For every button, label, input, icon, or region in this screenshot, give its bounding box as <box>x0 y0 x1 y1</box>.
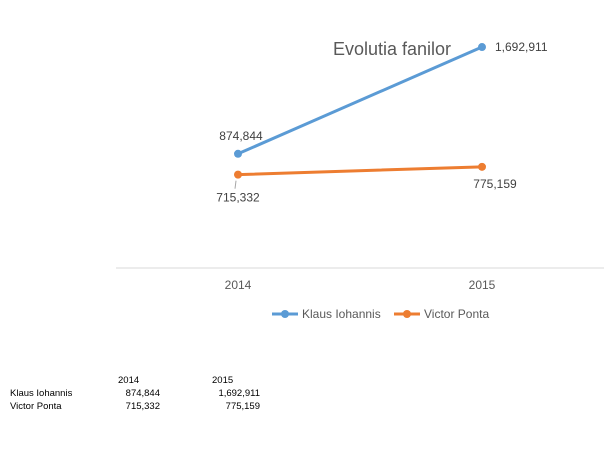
table-cell: 715,332 <box>125 401 160 412</box>
chart-title: Evolutia fanilor <box>333 39 451 59</box>
data-label: 874,844 <box>219 129 263 143</box>
legend-label-victor-ponta: Victor Ponta <box>424 307 489 321</box>
table-row-label: Victor Ponta <box>10 401 62 412</box>
line-chart: Evolutia fanilor 874,844 1,692,911 715,332… <box>116 39 604 321</box>
legend-swatch-marker-klaus-iohannis <box>281 310 289 318</box>
data-label: 715,332 <box>216 191 260 205</box>
data-label-leader-line <box>234 180 237 189</box>
data-point <box>234 149 242 158</box>
x-tick-label: 2015 <box>469 278 496 292</box>
series-layer: 874,844 1,692,911 715,332 775,159 <box>216 40 548 205</box>
legend: Klaus Iohannis Victor Ponta <box>272 307 489 321</box>
table-header-row: 2014 2015 <box>10 374 260 387</box>
table-header-cell: 2015 <box>212 375 234 386</box>
data-table: 2014 2015 Klaus Iohannis 874,844 1,692,9… <box>10 374 260 413</box>
legend-swatch-marker-victor-ponta <box>403 310 411 318</box>
table-corner-cell <box>10 374 114 387</box>
table-row-label: Klaus Iohannis <box>10 388 73 399</box>
legend-label-klaus-iohannis: Klaus Iohannis <box>302 307 381 321</box>
table-cell: 1,692,911 <box>218 388 260 399</box>
data-point <box>478 43 486 52</box>
table-cell: 874,844 <box>125 388 160 399</box>
table-row: Klaus Iohannis 874,844 1,692,911 <box>10 387 260 400</box>
series-line-klaus-iohannis <box>236 45 484 156</box>
series-line-victor-ponta <box>236 165 484 177</box>
table-header-cell: 2014 <box>118 375 140 386</box>
data-label: 775,159 <box>473 177 517 191</box>
data-point <box>234 170 242 179</box>
table-row: Victor Ponta 715,332 775,159 <box>10 400 260 413</box>
table-cell: 775,159 <box>225 401 260 412</box>
x-tick-label: 2014 <box>225 278 252 292</box>
data-label: 1,692,911 <box>495 40 548 54</box>
data-point <box>478 162 486 171</box>
x-axis-ticks: 2014 2015 <box>225 278 496 292</box>
